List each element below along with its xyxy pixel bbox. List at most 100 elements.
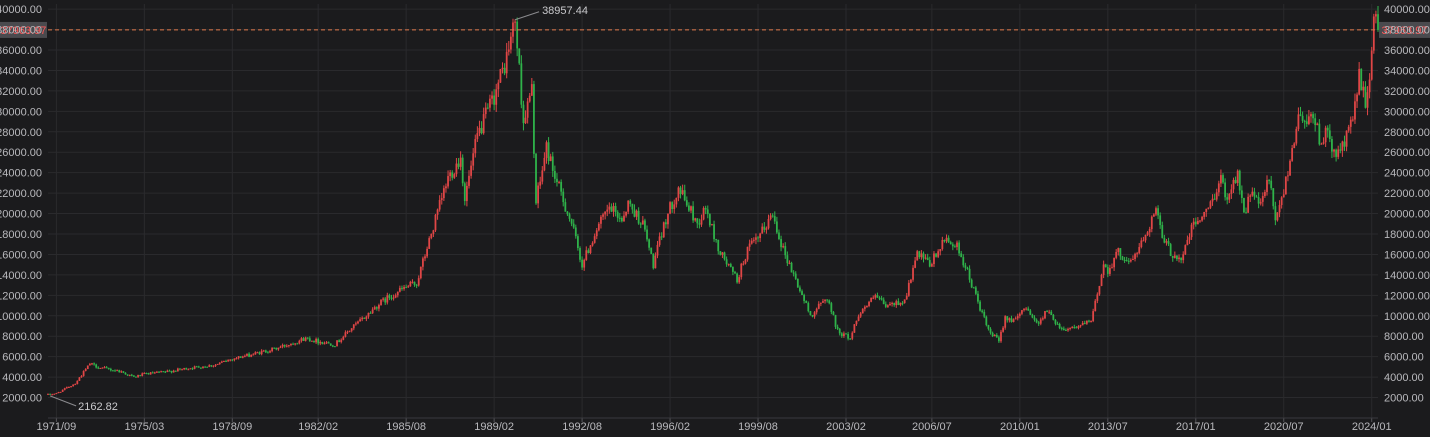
- current-price-line: 37963.97 37963.97: [0, 21, 1430, 38]
- y-tick-label-right: 38000.00: [1384, 25, 1430, 37]
- candle-body: [895, 301, 898, 306]
- candle-body: [1144, 234, 1147, 241]
- candle-body: [556, 178, 558, 183]
- y-tick-label-left: 24000.00: [0, 168, 42, 180]
- candle-body: [1104, 264, 1107, 268]
- candle-body: [405, 287, 408, 289]
- candle-body: [95, 364, 98, 368]
- candle-body: [128, 374, 131, 376]
- candle-body: [212, 365, 215, 367]
- candle-body: [260, 350, 263, 355]
- candle-body: [1301, 115, 1304, 121]
- candle-body: [627, 200, 630, 212]
- candle-body: [114, 370, 116, 372]
- candle-body: [302, 338, 305, 341]
- candle-body: [1190, 224, 1193, 238]
- candle-body: [763, 226, 766, 230]
- candle-body: [819, 302, 822, 304]
- candle-body: [589, 245, 592, 254]
- candle-body: [1060, 327, 1063, 329]
- candle-body: [166, 370, 169, 372]
- candle-body: [413, 281, 416, 285]
- candle-body: [568, 214, 571, 219]
- candle-body: [744, 259, 747, 264]
- candle-body: [1085, 320, 1088, 324]
- candle-body: [786, 255, 789, 264]
- candle-body: [156, 371, 158, 373]
- candle-body: [811, 314, 814, 317]
- candle-body: [995, 334, 998, 338]
- candle-body: [1048, 311, 1051, 313]
- candle-body: [283, 344, 286, 347]
- candle-body: [1194, 221, 1197, 225]
- candle-body: [916, 251, 919, 261]
- candle-body: [1366, 92, 1369, 108]
- candle-body: [162, 371, 165, 373]
- candle-body: [1299, 114, 1302, 116]
- candle-body: [340, 339, 343, 343]
- y-tick-label-left: 34000.00: [0, 65, 42, 77]
- y-tick-label-left: 26000.00: [0, 147, 42, 159]
- candle-body: [1006, 316, 1009, 321]
- candle-body: [740, 263, 743, 278]
- candle-body: [415, 284, 418, 286]
- candle-body: [610, 206, 613, 212]
- candle-body: [250, 354, 253, 357]
- candle-body: [1088, 320, 1090, 322]
- candle-body: [300, 338, 303, 341]
- candle-body: [514, 21, 516, 23]
- candle-body: [1016, 316, 1019, 319]
- candle-body: [574, 227, 577, 237]
- candle-body: [903, 299, 906, 303]
- candle-body: [1148, 229, 1151, 233]
- candle-body: [520, 63, 523, 105]
- candle-body: [474, 139, 477, 154]
- candle-body: [920, 253, 923, 258]
- candle-body: [254, 352, 257, 355]
- candle-body: [1356, 94, 1358, 102]
- candle-body: [76, 380, 79, 385]
- candle-body: [681, 190, 684, 195]
- candle-body: [218, 362, 221, 364]
- candle-body: [233, 358, 236, 360]
- candle-body: [1159, 215, 1162, 226]
- candle-body: [246, 353, 248, 356]
- candle-body: [1326, 127, 1329, 131]
- candle-body: [1173, 255, 1176, 258]
- candle-body: [602, 214, 604, 217]
- candle-body: [382, 298, 385, 300]
- candle-body: [331, 345, 334, 347]
- candle-body: [683, 190, 686, 201]
- candle-body: [118, 370, 121, 373]
- candle-body: [325, 342, 328, 344]
- candle-body: [1320, 143, 1323, 145]
- candle-body: [1098, 286, 1101, 295]
- candle-body: [991, 332, 994, 337]
- x-tick-label: 1971/09: [36, 421, 76, 433]
- candle-body: [1094, 300, 1097, 312]
- candle-body: [1081, 323, 1084, 326]
- candle-body: [164, 371, 167, 373]
- candle-body: [736, 273, 738, 283]
- candle-body: [591, 242, 594, 246]
- candle-body: [1345, 130, 1348, 147]
- candle-body: [1121, 256, 1124, 260]
- candle-body: [690, 206, 692, 211]
- candle-body: [1213, 198, 1216, 200]
- candle-body: [1167, 241, 1170, 245]
- candle-body: [981, 310, 984, 312]
- candle-body: [195, 366, 198, 368]
- candle-body: [551, 156, 554, 171]
- candle-body: [334, 346, 336, 348]
- candle-body: [1014, 318, 1017, 320]
- candle-body: [947, 237, 950, 243]
- candle-body: [675, 197, 678, 205]
- candle-body: [629, 200, 632, 204]
- candle-body: [708, 214, 711, 226]
- y-tick-label-right: 18000.00: [1384, 229, 1430, 241]
- candle-body: [68, 386, 70, 388]
- candle-body: [357, 321, 359, 324]
- high-annotation-label: 38957.44: [542, 5, 588, 17]
